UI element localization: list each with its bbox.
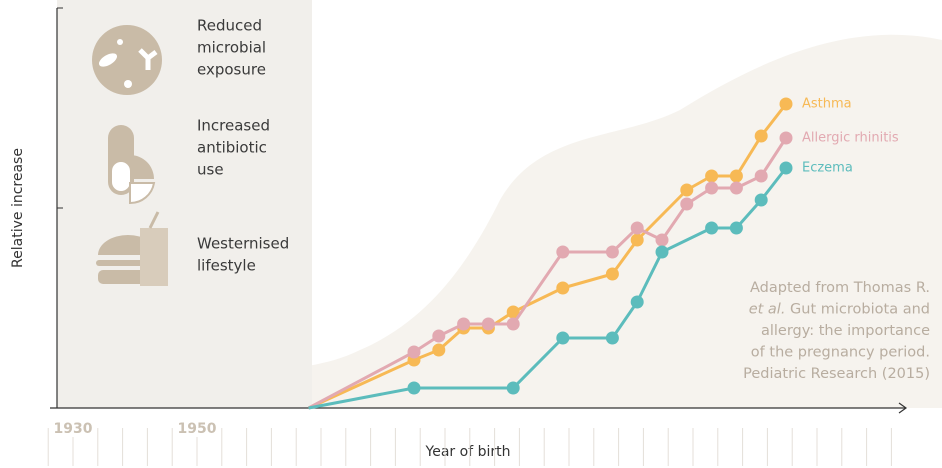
legend-label: Allergic rhinitis [802,131,899,146]
factor-label: lifestyle [197,257,256,275]
data-point [407,381,421,395]
data-point [506,381,520,395]
data-point [432,343,446,357]
factor-label: Increased [197,117,270,135]
data-point [705,169,719,183]
factor-label: use [197,161,224,179]
note-line: allergy: the importance [761,323,930,339]
data-point [630,221,644,235]
data-point [630,233,644,247]
data-point [729,169,743,183]
data-point [556,281,570,295]
data-point [605,267,619,281]
data-point [407,345,421,359]
legend-label: Asthma [802,97,852,112]
data-point [506,305,520,319]
note-line: et al. Gut microbiota and [749,302,930,318]
data-point [729,221,743,235]
factor-label: microbial [197,39,266,57]
data-point [630,295,644,309]
x-tick-label: 1950 [178,421,217,437]
data-point [754,169,768,183]
factor-label: antibiotic [197,139,267,157]
data-point [655,233,669,247]
x-tick-label-bg [175,419,219,437]
data-point [779,161,793,175]
data-point [779,131,793,145]
data-point [506,317,520,331]
factor-label: Westernised [197,235,289,253]
x-axis-label: Year of birth [425,444,511,460]
x-tick-label: 1930 [54,421,93,437]
data-point [655,245,669,259]
data-point [457,317,471,331]
data-point [605,331,619,345]
data-point [705,221,719,235]
background-blob [160,34,942,408]
legend-label: Eczema [802,161,853,176]
data-point [705,181,719,195]
data-point [605,245,619,259]
note-italic: et al. [749,302,786,318]
y-axis-label: Relative increase [10,148,26,268]
data-point [680,197,694,211]
data-point [680,183,694,197]
data-point [779,97,793,111]
note-line: of the pregnancy period. [751,345,930,361]
data-point [754,193,768,207]
data-point [556,245,570,259]
x-axis-arrow [898,402,908,414]
factor-label: Reduced [197,17,262,35]
data-point [729,181,743,195]
icons [92,25,168,286]
data-point [481,317,495,331]
microbe-icon [92,25,162,95]
x-tick-label-bg [51,419,95,437]
factor-label: exposure [197,61,266,79]
note-text: Gut microbiota and [785,302,930,318]
data-point [432,329,446,343]
note-line: Adapted from Thomas R. [750,280,930,296]
data-point [754,129,768,143]
note-line: Pediatric Research (2015) [743,366,930,382]
data-point [556,331,570,345]
